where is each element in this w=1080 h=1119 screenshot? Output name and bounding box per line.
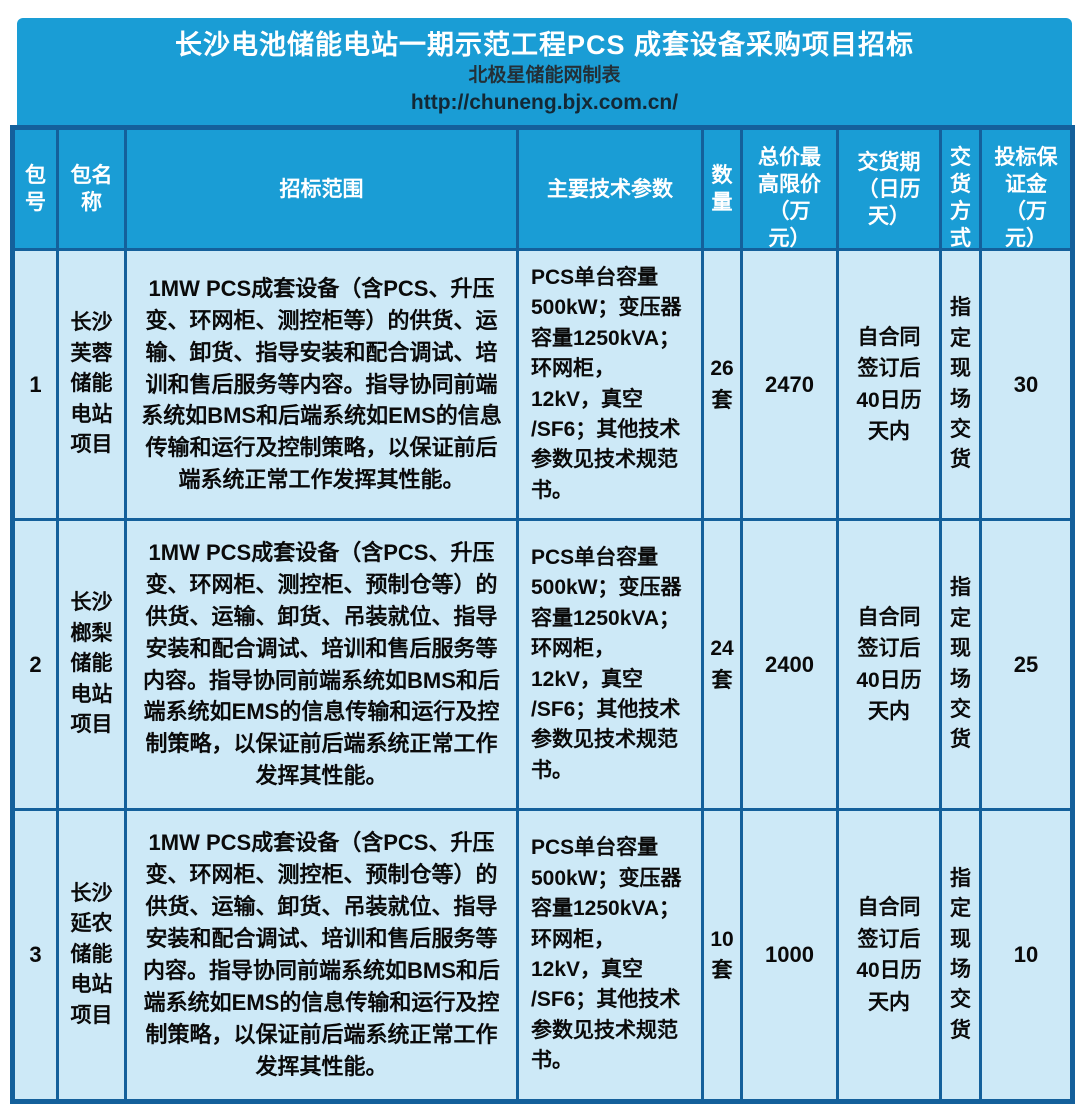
- header-tech-params-label: 主要技术参数: [547, 177, 673, 201]
- cell-quantity: 24 套: [701, 518, 743, 811]
- header-quantity: 数 量: [701, 126, 743, 251]
- page-title: 长沙电池储能电站一期示范工程PCS 成套设备采购项目招标: [174, 30, 915, 60]
- cell-package-name: 长沙 榔梨 储能 电站 项目: [56, 518, 127, 811]
- cell-tech-params: PCS单台容量 500kW；变压器 容量1250kVA； 环网柜， 12kV，真…: [516, 808, 704, 1103]
- header-package-name: 包名 称: [56, 126, 127, 251]
- header-delivery-period-label: 交货期 （日历 天）: [857, 150, 921, 228]
- header-bid-scope-label: 招标范围: [279, 177, 364, 201]
- table-row: 1 长沙 芙蓉 储能 电站 项目 1MW PCS成套设备（含PCS、升压变、环网…: [11, 248, 1074, 521]
- header-tech-params: 主要技术参数: [516, 126, 704, 251]
- cell-delivery-period: 自合同 签订后 40日历 天内: [836, 248, 942, 521]
- cell-max-price: 1000: [740, 808, 839, 1103]
- header-bid-bond: 投标保 证金 （万 元）: [979, 126, 1074, 251]
- header-max-price-label: 总价最 高限价 （万 元）: [758, 146, 821, 248]
- cell-max-price: 2470: [740, 248, 839, 521]
- cell-package-no: 3: [11, 808, 59, 1103]
- bid-table: 包 号 包名 称 招标范围 主要技术参数 数 量 总价最 高限价 （万 元） 交…: [10, 125, 1075, 1104]
- source-url: http://chuneng.bjx.com.cn/: [410, 91, 679, 114]
- cell-bid-bond: 25: [979, 518, 1074, 811]
- header-quantity-label: 数 量: [711, 164, 733, 214]
- header-bid-bond-label: 投标保 证金 （万 元）: [994, 146, 1058, 248]
- cell-package-name: 长沙 芙蓉 储能 电站 项目: [56, 248, 127, 521]
- cell-package-no: 2: [11, 518, 59, 811]
- cell-quantity: 26 套: [701, 248, 743, 521]
- header-max-price: 总价最 高限价 （万 元）: [740, 126, 839, 251]
- table-row: 2 长沙 榔梨 储能 电站 项目 1MW PCS成套设备（含PCS、升压变、环网…: [11, 518, 1074, 811]
- cell-bid-bond: 30: [979, 248, 1074, 521]
- cell-delivery-period: 自合同 签订后 40日历 天内: [836, 518, 942, 811]
- cell-bid-scope: 1MW PCS成套设备（含PCS、升压变、环网柜、测控柜、预制仓等）的供货、运输…: [124, 808, 519, 1103]
- cell-quantity: 10 套: [701, 808, 743, 1103]
- header-package-no: 包 号: [11, 126, 59, 251]
- page-subtitle: 北极星储能网制表: [468, 65, 621, 86]
- header-package-name-label: 包名 称: [70, 164, 113, 214]
- cell-tech-params: PCS单台容量 500kW；变压器 容量1250kVA； 环网柜， 12kV，真…: [516, 518, 704, 811]
- cell-package-name: 长沙 延农 储能 电站 项目: [56, 808, 127, 1103]
- cell-delivery-method: 指 定 现 场 交 货: [939, 518, 982, 811]
- title-band: 长沙电池储能电站一期示范工程PCS 成套设备采购项目招标 北极星储能网制表 ht…: [17, 18, 1072, 125]
- cell-bid-scope: 1MW PCS成套设备（含PCS、升压变、环网柜、测控柜、预制仓等）的供货、运输…: [124, 518, 519, 811]
- table-row: 3 长沙 延农 储能 电站 项目 1MW PCS成套设备（含PCS、升压变、环网…: [11, 808, 1074, 1103]
- cell-max-price: 2400: [740, 518, 839, 811]
- cell-delivery-method: 指 定 现 场 交 货: [939, 808, 982, 1103]
- header-delivery-period: 交货期 （日历 天）: [836, 126, 942, 251]
- header-bid-scope: 招标范围: [124, 126, 519, 251]
- header-package-no-label: 包 号: [25, 164, 46, 214]
- cell-delivery-method: 指 定 现 场 交 货: [939, 248, 982, 521]
- cell-package-no: 1: [11, 248, 59, 521]
- cell-bid-bond: 10: [979, 808, 1074, 1103]
- header-row: 包 号 包名 称 招标范围 主要技术参数 数 量 总价最 高限价 （万 元） 交…: [11, 126, 1074, 251]
- header-delivery-method-label: 交 货 方 式: [950, 146, 971, 248]
- cell-tech-params: PCS单台容量 500kW；变压器 容量1250kVA； 环网柜， 12kV，真…: [516, 248, 704, 521]
- cell-delivery-period: 自合同 签订后 40日历 天内: [836, 808, 942, 1103]
- header-delivery-method: 交 货 方 式: [939, 126, 982, 251]
- cell-bid-scope: 1MW PCS成套设备（含PCS、升压变、环网柜、测控柜等）的供货、运输、卸货、…: [124, 248, 519, 521]
